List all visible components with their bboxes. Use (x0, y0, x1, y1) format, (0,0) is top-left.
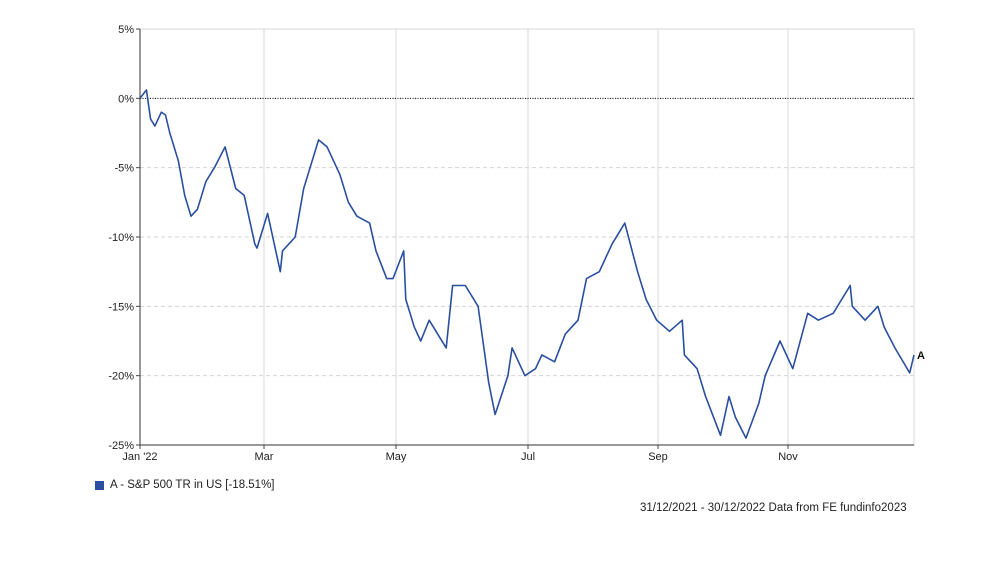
y-tick-label: -25% (108, 440, 134, 452)
legend: A - S&P 500 TR in US [-18.51%] (95, 479, 275, 491)
line-chart: 5% 0% -5% -10% -15% -20% -25% Jan '22 Mar May Jul… (108, 24, 925, 463)
x-tick-label: Jul (521, 451, 535, 463)
y-tick-label: -15% (108, 301, 134, 313)
y-tick-label: -20% (108, 371, 134, 383)
legend-swatch (95, 480, 104, 490)
series-end-label: A (917, 350, 925, 362)
data-source-footer: 31/12/2021 - 30/12/2022 Data from FE fun… (640, 502, 907, 514)
x-tick-label: Mar (255, 451, 274, 463)
y-tick-label: -5% (114, 163, 134, 175)
grid-lines (140, 29, 914, 445)
y-tick-label: 0% (118, 93, 134, 105)
y-axis-ticks: 5% 0% -5% -10% -15% -20% -25% (108, 24, 140, 452)
x-tick-label: Sep (648, 451, 668, 463)
y-tick-label: 5% (118, 24, 134, 36)
x-tick-label: May (386, 451, 407, 463)
x-tick-label: Nov (778, 451, 798, 463)
series-line (139, 89, 915, 439)
x-tick-label: Jan '22 (122, 451, 157, 463)
x-axis-ticks: Jan '22 Mar May Jul Sep Nov (122, 445, 798, 463)
series-group: A (139, 89, 925, 439)
legend-label: A - S&P 500 TR in US [-18.51%] (110, 479, 275, 491)
y-tick-label: -10% (108, 232, 134, 244)
